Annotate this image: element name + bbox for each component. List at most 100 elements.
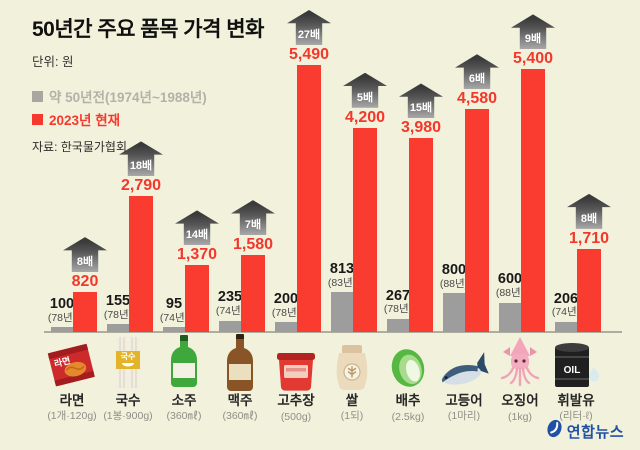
item-name-label: 오징어 bbox=[501, 393, 539, 408]
mackerel-fish-icon bbox=[441, 352, 489, 385]
item-unit-label: (360㎖) bbox=[222, 410, 258, 422]
product-icon-box bbox=[436, 333, 492, 391]
item-name-label: 국수 bbox=[115, 393, 141, 408]
legend-swatch-red bbox=[32, 113, 43, 125]
bar-old bbox=[443, 293, 465, 332]
oil-drum-icon: OIL bbox=[555, 343, 599, 387]
price-label-2023: 2,790 bbox=[120, 177, 162, 195]
legend: 약 50년전(1974년~1988년) 2023년 현재 bbox=[32, 86, 264, 129]
item-name-label: 배추 bbox=[395, 393, 421, 408]
old-price-block: 200 (78년) bbox=[271, 290, 301, 319]
bar-group: 8배 820 100 (78년) 라면 라면 (1개·120g) bbox=[44, 40, 107, 427]
ramen-icon: 라면 bbox=[47, 343, 95, 387]
bar-2023 bbox=[465, 109, 489, 332]
item-unit-label: (1봉·900g) bbox=[103, 410, 153, 422]
legend-swatch-gray bbox=[32, 90, 43, 102]
year-label-old: (74년) bbox=[551, 306, 581, 319]
x-axis-line bbox=[44, 331, 622, 333]
bar-old bbox=[555, 321, 577, 332]
item-unit-label: (1되) bbox=[340, 410, 364, 422]
product-icon-box bbox=[156, 333, 212, 391]
svg-text:국수: 국수 bbox=[121, 352, 136, 361]
old-price-block: 206 (74년) bbox=[551, 290, 581, 319]
price-label-2023: 820 bbox=[71, 273, 99, 291]
item-name-label: 맥주 bbox=[227, 393, 253, 408]
old-price-block: 800 (88년) bbox=[439, 261, 469, 290]
header: 50년간 주요 품목 가격 변화 단위: 원 약 50년전(1974년~1988… bbox=[32, 13, 264, 155]
bar-2023 bbox=[521, 69, 545, 332]
item-unit-label: (360㎖) bbox=[166, 410, 202, 422]
year-label-old: (74년) bbox=[159, 311, 189, 324]
year-label-old: (83년) bbox=[327, 276, 357, 289]
bar-group: 5배 4,200 813 (83년) 쌀 (1되) bbox=[324, 40, 387, 427]
bar-group: 14배 1,370 95 (74년) 소주 (360㎖) bbox=[156, 40, 219, 427]
price-label-old: 200 bbox=[273, 290, 299, 307]
legend-item-old: 약 50년전(1974년~1988년) bbox=[32, 86, 264, 106]
bar-group: 8배 1,710 206 (74년) OIL 휘발유 (리터·ℓ) bbox=[548, 40, 611, 427]
bar-group: 18배 2,790 155 (78년) 국수 국수 (1봉·900g) bbox=[100, 40, 163, 427]
item-unit-label: (500g) bbox=[280, 411, 312, 423]
bar-old bbox=[219, 320, 241, 332]
item-unit-label: (2.5kg) bbox=[391, 411, 425, 423]
item-name-label: 소주 bbox=[171, 393, 197, 408]
item-unit-label: (1마리) bbox=[447, 410, 481, 422]
item-name-label: 휘발유 bbox=[557, 393, 595, 408]
price-label-old: 100 bbox=[49, 295, 75, 312]
price-label-2023: 1,710 bbox=[568, 229, 610, 247]
product-icon-box bbox=[212, 333, 268, 391]
product-icon-box: 라면 bbox=[44, 333, 100, 391]
legend-item-new: 2023년 현재 bbox=[32, 109, 264, 129]
beer-bottle-icon bbox=[227, 334, 253, 391]
product-icon-box: 국수 bbox=[100, 333, 156, 391]
gochujang-tub-icon bbox=[277, 353, 315, 391]
year-label-old: (88년) bbox=[439, 277, 469, 290]
price-label-old: 95 bbox=[165, 295, 183, 312]
bar-old bbox=[499, 302, 521, 332]
old-price-block: 813 (83년) bbox=[327, 260, 357, 289]
old-price-block: 267 (78년) bbox=[383, 287, 413, 316]
bar-2023 bbox=[129, 196, 153, 332]
product-icon-box bbox=[492, 333, 548, 391]
price-label-2023: 3,980 bbox=[400, 119, 442, 137]
bar-2023 bbox=[241, 255, 265, 332]
price-label-old: 813 bbox=[329, 260, 355, 277]
item-name-label: 라면 bbox=[59, 393, 85, 408]
bar-old bbox=[331, 292, 353, 332]
year-label-old: (88년) bbox=[495, 287, 525, 300]
product-icon-box bbox=[324, 333, 380, 391]
bar-group: 9배 5,400 600 (88년) 오징어 (1kg) bbox=[492, 14, 555, 427]
bar-2023 bbox=[577, 248, 601, 332]
bar-old bbox=[275, 322, 297, 332]
year-label-old: (78년) bbox=[103, 308, 133, 321]
bar-group: 15배 3,980 267 (78년) 배추 (2.5kg) bbox=[380, 40, 443, 427]
product-icon-box: OIL bbox=[548, 333, 604, 391]
unit-label: 단위: 원 bbox=[32, 55, 74, 69]
price-label-old: 206 bbox=[553, 290, 579, 307]
old-price-block: 100 (78년) bbox=[47, 295, 77, 324]
year-label-old: (78년) bbox=[47, 311, 77, 324]
price-label-2023: 4,580 bbox=[456, 90, 498, 108]
price-label-2023: 1,580 bbox=[232, 236, 274, 254]
price-label-old: 267 bbox=[385, 287, 411, 304]
bar-chart: 8배 820 100 (78년) 라면 라면 (1개·120g) 18배 2,790 155 (78… bbox=[44, 10, 611, 427]
price-label-2023: 5,490 bbox=[288, 46, 330, 63]
svg-text:라면: 라면 bbox=[53, 354, 72, 369]
item-unit-label: (1개·120g) bbox=[47, 410, 97, 422]
old-price-block: 600 (88년) bbox=[495, 271, 525, 300]
price-label-old: 800 bbox=[441, 261, 467, 278]
bar-old bbox=[163, 327, 185, 332]
year-label-old: (78년) bbox=[271, 306, 301, 319]
price-label-old: 235 bbox=[217, 289, 243, 306]
rice-sack-icon bbox=[336, 345, 368, 390]
old-price-block: 155 (78년) bbox=[103, 293, 133, 321]
bar-2023 bbox=[409, 138, 433, 332]
old-price-block: 235 (74년) bbox=[216, 289, 244, 317]
bar-2023 bbox=[73, 292, 97, 332]
bar-2023 bbox=[353, 127, 377, 332]
legend-label-old: 약 50년전(1974년~1988년) bbox=[49, 90, 207, 105]
legend-label-new: 2023년 현재 bbox=[49, 113, 121, 128]
footer: 연합뉴스 bbox=[546, 419, 624, 443]
bar-group: 7배 1,580 235 (74년) 맥주 (360㎖) bbox=[212, 40, 275, 427]
year-label-old: (78년) bbox=[383, 303, 413, 316]
